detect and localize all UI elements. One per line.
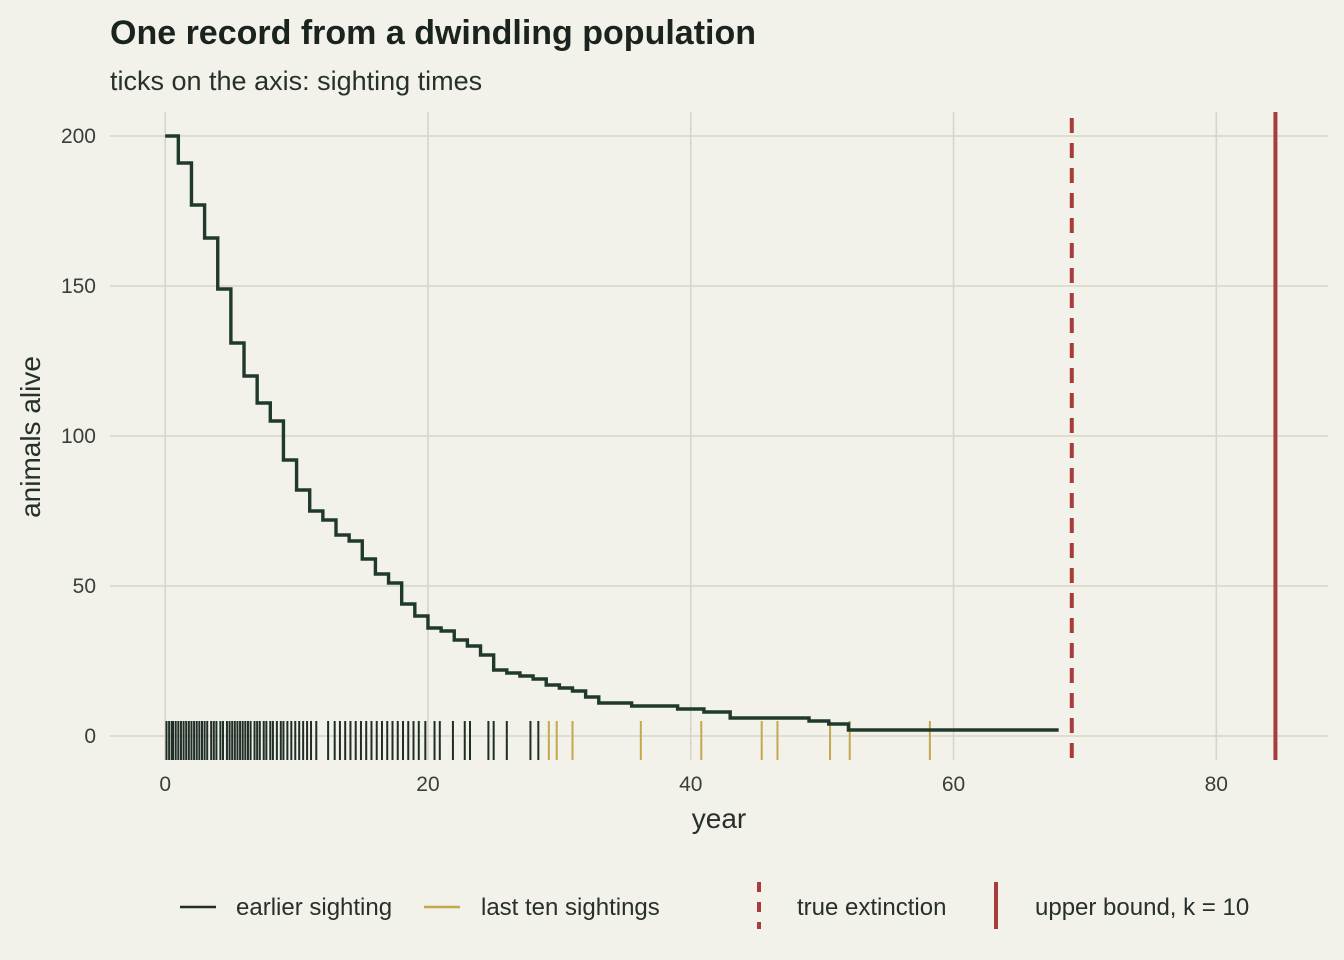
y-tick-label: 50 [73,575,96,598]
y-tick-label: 200 [61,125,96,148]
y-tick-label: 100 [61,425,96,448]
legend-label: upper bound, k = 10 [1035,894,1249,921]
legend: earlier sighting last ten sightings true e… [180,882,1249,929]
x-axis-ticks: 0 20 40 60 80 [159,773,1228,796]
chart-subtitle: ticks on the axis: sighting times [110,66,482,96]
x-axis-title: year [692,803,746,834]
y-axis-ticks: 0 50 100 150 200 [61,125,96,748]
legend-label: true extinction [797,894,946,921]
sighting-rug [165,721,931,760]
legend-label: last ten sightings [481,894,660,921]
chart-title: One record from a dwindling population [110,14,756,52]
y-tick-label: 0 [84,725,96,748]
x-tick-label: 20 [416,773,439,796]
data-lines [165,112,1278,760]
y-axis-title: animals alive [15,356,46,518]
legend-label: earlier sighting [236,894,392,921]
x-tick-label: 60 [942,773,965,796]
population-step-line [165,134,1059,732]
x-tick-label: 80 [1205,773,1228,796]
x-tick-label: 0 [159,773,171,796]
y-tick-label: 150 [61,275,96,298]
x-tick-label: 40 [679,773,702,796]
grid [110,112,1328,760]
